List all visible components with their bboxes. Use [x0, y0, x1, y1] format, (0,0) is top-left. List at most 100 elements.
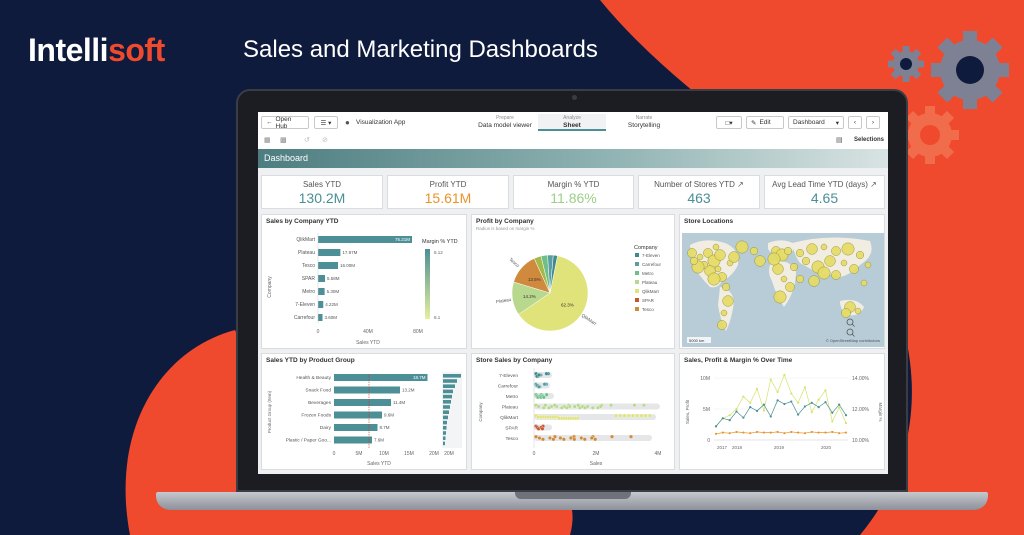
profit-point — [714, 432, 718, 435]
y-tick: 5M — [703, 407, 710, 413]
overview-bar — [443, 405, 450, 409]
legend-gradient — [425, 249, 430, 319]
store-marker — [789, 262, 799, 272]
external-link-icon: ↗ — [870, 180, 877, 189]
x-tick: 10M — [379, 451, 389, 457]
tab-narrate[interactable]: Narrate Storytelling — [614, 115, 674, 129]
store-dot — [559, 405, 564, 410]
margin-point — [735, 407, 738, 411]
y-axis-label: Company — [267, 276, 273, 298]
prev-sheet-button[interactable]: ‹ — [848, 116, 862, 129]
selection-tool-icon[interactable]: ▩ — [280, 137, 287, 144]
panel-sales-by-product-group[interactable]: Sales YTD by Product Group Product Group… — [261, 353, 467, 470]
store-dot — [536, 415, 541, 419]
zoom-out-icon[interactable] — [846, 328, 855, 337]
bar — [318, 236, 412, 243]
margin-point — [803, 386, 807, 389]
clear-icon[interactable]: ⊘ — [322, 137, 328, 144]
overview-bar — [443, 379, 457, 383]
margin-point — [838, 406, 841, 409]
x-tick: 20M — [429, 451, 439, 457]
bookmark-button[interactable]: □▾ — [716, 116, 742, 129]
margin-point — [810, 411, 813, 414]
kpi-value: 4.65 — [810, 190, 839, 206]
kpi-number-of-stores[interactable]: Number of Stores YTD ↗ 463 — [638, 175, 760, 209]
edit-button[interactable]: ✎ Edit — [746, 116, 784, 129]
panel-sales-by-company[interactable]: Sales by Company YTD Company QlikMart 75.… — [261, 214, 467, 349]
store-sales-chart[interactable]: Company 7-Eleven Carrefour Metro Plateau Qli… — [472, 354, 676, 471]
bar — [334, 436, 372, 444]
store-dot — [614, 413, 619, 418]
store-dot — [544, 371, 549, 376]
store-dot — [537, 436, 542, 440]
store-dot — [593, 437, 598, 442]
kpi-margin-ytd[interactable]: Margin % YTD 11.86% — [513, 175, 634, 209]
zoom-in-icon[interactable] — [846, 318, 855, 327]
panel-store-locations[interactable]: Store Locations 5000 km © OpenStreetMap … — [679, 214, 885, 349]
panel-profit-by-company[interactable]: Profit by Company Radius is based on mar… — [471, 214, 675, 349]
store-dot — [534, 434, 538, 439]
globe-icon: ● — [345, 118, 350, 127]
legend-title: Margin % YTD — [422, 239, 458, 245]
bar-value-label: 18.7M — [413, 375, 426, 380]
store-marker — [720, 309, 728, 317]
profit-pie-chart[interactable]: 62.3% QlikMart 14.2% Plateau 13.5% Tesco Comp… — [472, 215, 676, 350]
bar-value-label: 11.4M — [393, 400, 405, 405]
y-tick-right: 14.00% — [852, 376, 870, 382]
tab-analyze-small: Analyze — [563, 115, 581, 121]
sales-point — [831, 411, 834, 414]
tab-narrate-label: Storytelling — [627, 122, 661, 129]
store-dot — [595, 405, 600, 410]
store-dot — [576, 403, 581, 408]
x-axis-label: Sales YTD — [367, 461, 391, 467]
smart-search-icon[interactable]: ▦ — [264, 137, 271, 144]
store-marker — [773, 290, 787, 304]
margin-point — [755, 387, 759, 390]
bar-value-label: 16.00M — [340, 263, 355, 268]
next-sheet-button[interactable]: › — [866, 116, 880, 129]
sales-by-company-chart[interactable]: Company QlikMart 75.21M Plateau 17.97M Tesco… — [262, 215, 468, 350]
legend-label: 7-Eleven — [642, 253, 660, 258]
bar — [318, 249, 341, 256]
kpi-sales-ytd[interactable]: Sales YTD 130.2M — [261, 175, 383, 209]
profit-point — [844, 431, 848, 434]
bar — [318, 288, 325, 295]
menu-button[interactable]: ☰ ▾ — [314, 116, 338, 129]
small-gear-icon — [888, 46, 924, 82]
panel-store-sales-by-company[interactable]: Store Sales by Company Company 7-Eleven C… — [471, 353, 675, 470]
store-dot — [635, 413, 640, 418]
sales-point — [762, 403, 765, 406]
tab-prepare[interactable]: Prepare Data model viewer — [476, 115, 534, 129]
legend-swatch — [635, 298, 639, 302]
sheet-title: Dashboard — [264, 153, 309, 163]
kpi-profit-ytd[interactable]: Profit YTD 15.61M — [387, 175, 509, 209]
store-marker — [707, 272, 721, 286]
open-hub-button[interactable]: ← Open Hub — [261, 116, 309, 130]
sales-point — [735, 410, 738, 413]
profit-point — [735, 430, 738, 434]
sales-point — [769, 415, 772, 418]
bar-category-label: Dairy — [320, 425, 332, 431]
selections-button[interactable]: Selections — [854, 137, 885, 143]
sheet-select[interactable]: Dashboard ▾ — [788, 116, 844, 129]
sales-point — [755, 409, 759, 412]
map-scale — [687, 337, 711, 343]
legend-label: Plateau — [642, 280, 658, 285]
store-dot — [643, 413, 648, 418]
store-dot — [622, 413, 627, 418]
store-marker — [824, 255, 836, 267]
store-dot — [542, 382, 547, 387]
store-dot — [618, 413, 623, 418]
panel-sales-over-time[interactable]: Sales, Profit & Margin % Over Time Sales… — [679, 353, 885, 470]
kpi-avg-lead-time[interactable]: Avg Lead Time YTD (days) ↗ 4.65 — [764, 175, 885, 209]
profit-point — [810, 430, 813, 434]
profit-point — [790, 430, 793, 434]
bar-value-label: 7.6M — [374, 438, 384, 443]
kpi-title: Number of Stores YTD ↗ — [639, 180, 759, 189]
step-back-icon[interactable]: ↺ — [304, 137, 310, 144]
store-map[interactable]: 5000 km © OpenStreetMap contributors — [680, 215, 886, 350]
tab-analyze[interactable]: Analyze Sheet — [538, 114, 606, 131]
product-group-chart[interactable]: Product Group (Item) Health & Beauty 18.7… — [262, 354, 468, 471]
over-time-chart[interactable]: Sales, Profit Margin % 10M 5M 0 14.00% 1… — [680, 354, 886, 471]
store-marker — [820, 243, 828, 251]
